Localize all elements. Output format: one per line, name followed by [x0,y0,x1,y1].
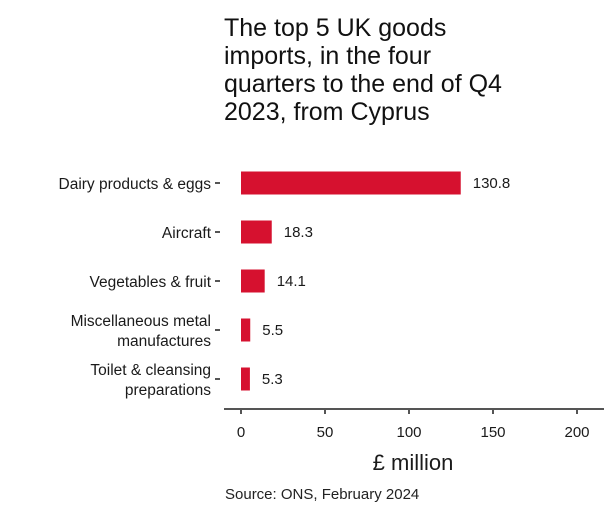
x-tick-label: 200 [564,424,589,441]
x-tick-label: 0 [237,424,245,441]
chart-title-line: imports, in the four [224,42,432,70]
x-tick-label: 50 [317,424,334,441]
bar [241,269,265,293]
bar [241,171,461,195]
category-label: preparations [125,382,211,399]
category-label: Vegetables & fruit [90,274,212,291]
chart-title-line: 2023, from Cyprus [224,98,430,126]
bar [241,318,251,342]
category-label: Aircraft [162,225,212,242]
x-tick-label: 150 [480,424,505,441]
bar [241,367,250,391]
x-tick-label: 100 [396,424,421,441]
bar-value-label: 14.1 [277,273,306,290]
chart-title-line: The top 5 UK goods [224,14,447,42]
bar-value-label: 18.3 [284,224,313,241]
chart-title-line: quarters to the end of Q4 [224,70,502,98]
category-label: Toilet & cleansing [90,362,211,379]
source-note: Source: ONS, February 2024 [225,486,420,503]
bar-value-label: 5.5 [262,322,283,339]
bar-value-label: 5.3 [262,371,283,388]
bar [241,220,272,244]
category-label: Miscellaneous metal [71,313,211,330]
bar-value-label: 130.8 [473,175,511,192]
bar-chart: 130.8 Dairy products & eggs 18.3 Aircraft 14… [59,171,604,475]
category-label: Dairy products & eggs [59,176,212,193]
category-label: manufactures [117,333,211,350]
chart-title: The top 5 UK goods imports, in the four … [224,14,594,126]
x-axis-title: £ million [373,450,454,475]
